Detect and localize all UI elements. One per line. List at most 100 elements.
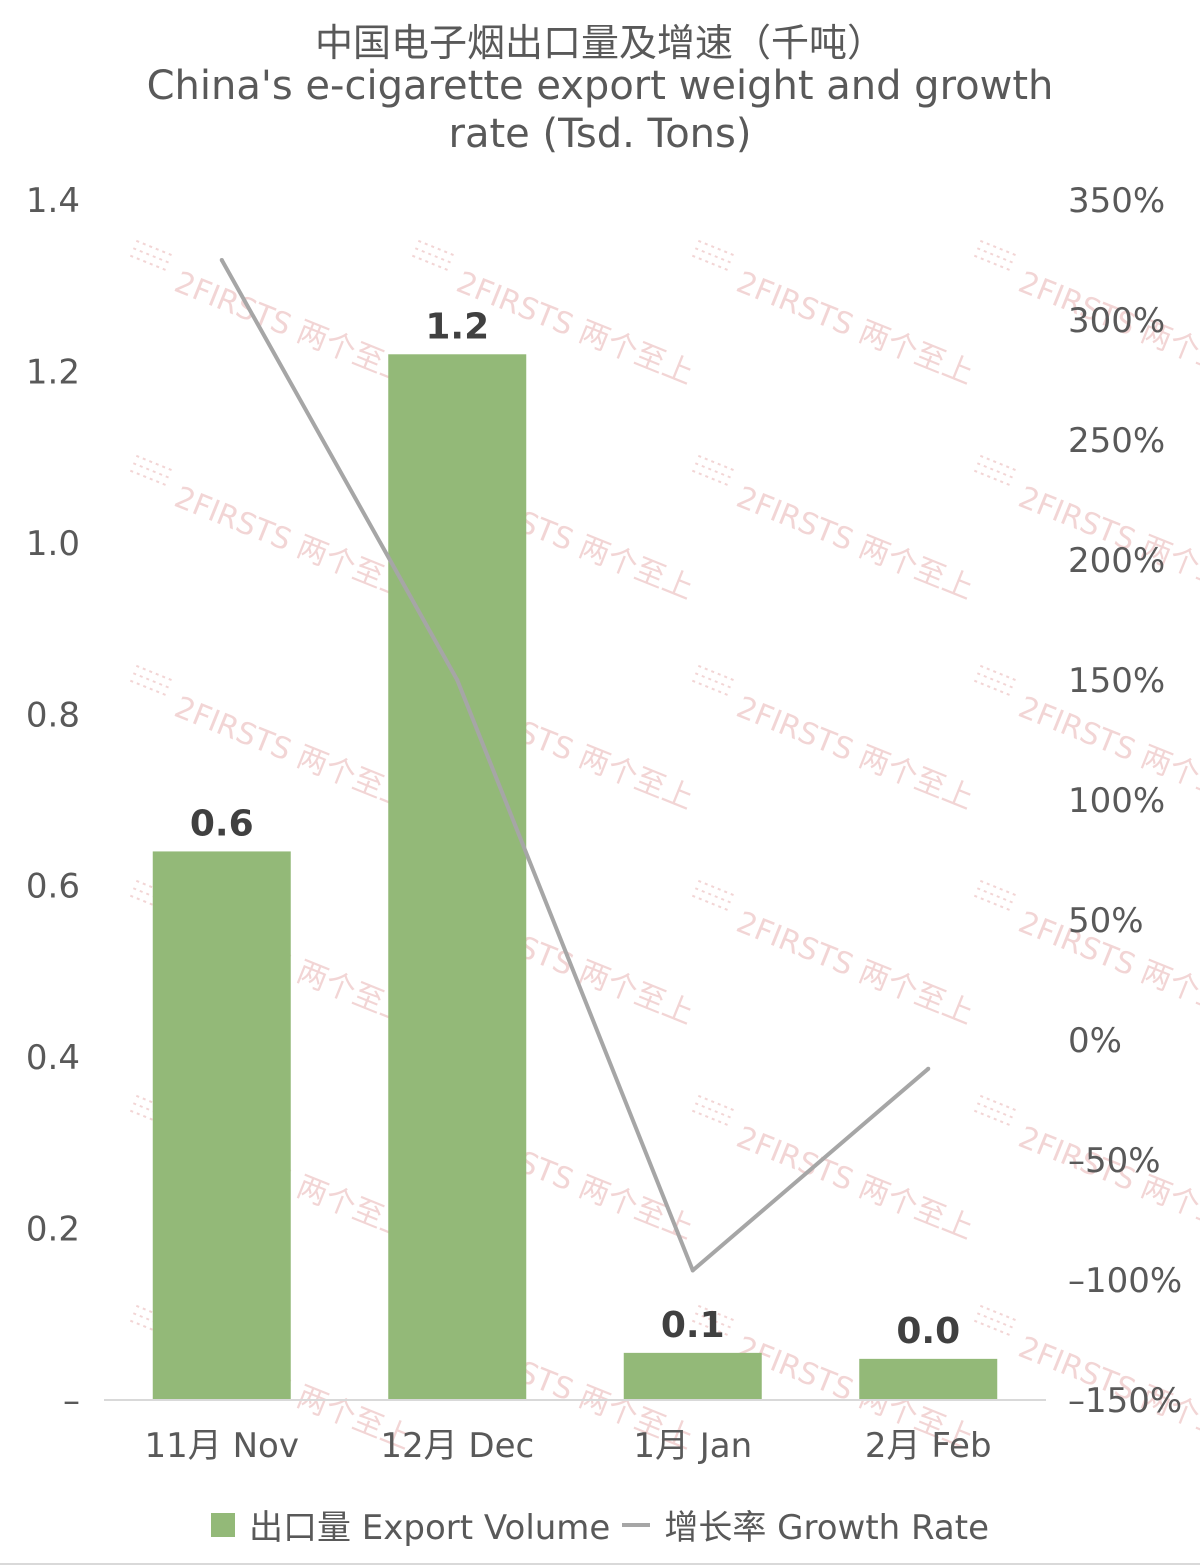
bar-value-label: 0.1 xyxy=(661,1305,725,1346)
right-axis: –150% –100% –50% 0% 50% 100% 150% 200% 250% 300% 3… xyxy=(1068,181,1182,1421)
left-tick-label: 0.8 xyxy=(26,695,80,735)
watermark-mark: 2FIRSTS 两个至上 xyxy=(691,1094,979,1247)
x-axis: 11月 Nov 12月 Dec 1月 Jan 2月 Feb xyxy=(104,1399,1046,1466)
watermark-mark: 2FIRSTS 两个至上 xyxy=(129,664,417,817)
bar-value-labels: 0.6 1.2 0.1 0.0 xyxy=(190,306,960,1352)
chart-subtitle-line-1: China's e-cigarette export weight and gr… xyxy=(146,63,1054,109)
watermark-dots-icon xyxy=(979,879,1020,898)
watermark-dots-icon xyxy=(691,894,732,913)
watermark-mark: 2FIRSTS 两个至上 xyxy=(691,454,979,607)
bar-value-label: 0.6 xyxy=(190,803,254,844)
growth-rate-point xyxy=(926,1066,931,1071)
left-tick-label: 0.4 xyxy=(26,1038,80,1078)
watermark-mark: 2FIRSTS 两个至上 xyxy=(691,664,979,817)
legend-bar-label: 出口量 Export Volume xyxy=(248,1508,611,1548)
left-tick-label: 0.2 xyxy=(26,1210,80,1250)
right-tick-label: 300% xyxy=(1068,301,1165,341)
growth-rate-point xyxy=(455,678,460,682)
watermark-dots-icon xyxy=(973,1319,1014,1338)
watermark-dots-icon xyxy=(973,894,1014,913)
bar-1 xyxy=(152,851,291,1400)
watermark-text: 2FIRSTS 两个至上 xyxy=(1014,1120,1200,1247)
growth-rate-line xyxy=(220,259,930,1273)
watermark-dots-icon xyxy=(691,254,732,273)
watermark-text: 2FIRSTS 两个至上 xyxy=(732,1120,979,1247)
watermark-dots-icon xyxy=(976,672,1017,690)
watermark-dots-icon xyxy=(973,1109,1014,1128)
watermark-dots-icon xyxy=(132,462,173,480)
watermark-dots-icon xyxy=(694,462,735,480)
left-tick-label: 1.4 xyxy=(26,181,80,221)
watermark-text: 2FIRSTS 两个至上 xyxy=(732,480,979,607)
line-series xyxy=(219,258,931,1273)
watermark-dots-icon xyxy=(697,239,738,258)
watermark-dots-icon xyxy=(976,1312,1017,1330)
watermark-dots-icon xyxy=(979,1304,1020,1323)
watermark-text: 2FIRSTS 两个至上 xyxy=(170,265,417,392)
x-tick-label: 1月 Jan xyxy=(633,1426,752,1466)
right-tick-label: 100% xyxy=(1068,781,1165,821)
watermark-dots-icon xyxy=(694,887,735,905)
watermark-dots-icon xyxy=(973,679,1014,698)
watermark-dots-icon xyxy=(135,664,176,683)
legend: 出口量 Export Volume 增长率 Growth Rate xyxy=(0,1500,1200,1549)
left-tick-label: 0.6 xyxy=(26,867,80,907)
watermark-mark: 2FIRSTS 两个至上 xyxy=(691,879,978,1032)
bar-series xyxy=(152,354,998,1401)
watermark-dots-icon xyxy=(973,469,1014,488)
watermark-dots-icon xyxy=(132,247,173,265)
bottom-divider xyxy=(0,1563,1200,1565)
left-tick-label: 1.2 xyxy=(26,352,80,392)
legend-line-swatch xyxy=(622,1522,651,1527)
watermark-dots-icon xyxy=(694,247,735,265)
watermark-dots-icon xyxy=(694,672,735,690)
right-tick-label: –50% xyxy=(1068,1141,1161,1181)
watermark-dots-icon xyxy=(414,247,455,265)
right-tick-label: 150% xyxy=(1068,661,1165,701)
right-tick-label: –100% xyxy=(1068,1261,1182,1301)
chart-title: 中国电子烟出口量及增速（千吨） xyxy=(314,21,885,65)
watermark-text: 2FIRSTS 两个至上 xyxy=(732,690,979,817)
growth-rate-point xyxy=(690,1268,695,1273)
bar-value-label: 1.2 xyxy=(425,306,489,347)
watermark-dots-icon xyxy=(697,454,738,473)
watermark-dots-icon xyxy=(135,454,176,473)
x-tick-label: 11月 Nov xyxy=(145,1426,299,1466)
watermark-dots-icon xyxy=(976,887,1017,905)
x-tick-label: 12月 Dec xyxy=(380,1426,534,1466)
right-tick-label: 50% xyxy=(1068,901,1144,941)
watermark-dots-icon xyxy=(694,1102,735,1120)
watermark-dots-icon xyxy=(132,672,173,690)
watermark-dots-icon xyxy=(417,239,458,258)
right-tick-label: –150% xyxy=(1068,1381,1182,1421)
bar-4 xyxy=(859,1358,998,1400)
right-tick-label: 200% xyxy=(1068,541,1165,581)
watermark-dots-icon xyxy=(976,1102,1017,1120)
watermark-mark: 2FIRSTS 两个至上 xyxy=(973,454,1200,607)
legend-bar-swatch xyxy=(210,1512,235,1537)
left-axis: – 0.2 0.4 0.6 0.8 1.0 1.2 1.4 xyxy=(26,181,80,1421)
watermark-text: 2FIRSTS 两个至上 xyxy=(170,690,417,817)
watermark-dots-icon xyxy=(973,254,1014,273)
x-tick-label: 2月 Feb xyxy=(865,1426,992,1466)
watermark-dots-icon xyxy=(129,254,170,273)
bar-value-label: 0.0 xyxy=(896,1311,960,1352)
watermark-dots-icon xyxy=(691,1109,732,1128)
watermark-dots-icon xyxy=(135,239,176,258)
bar-2 xyxy=(388,354,527,1401)
chart-subtitle: China's e-cigarette export weight and gr… xyxy=(0,62,1200,158)
legend-line-label: 增长率 Growth Rate xyxy=(664,1508,990,1548)
watermark-dots-icon xyxy=(691,679,732,698)
left-tick-label: 1.0 xyxy=(26,524,80,564)
bar-3 xyxy=(623,1352,762,1400)
watermark-dots-icon xyxy=(979,664,1020,683)
watermark-dots-icon xyxy=(129,469,170,488)
watermark-dots-icon xyxy=(411,254,452,273)
right-tick-label: 0% xyxy=(1068,1021,1122,1061)
left-tick-label: – xyxy=(63,1381,80,1421)
watermark-dots-icon xyxy=(979,239,1020,258)
right-tick-label: 250% xyxy=(1068,421,1165,461)
watermark-dots-icon xyxy=(697,879,738,898)
